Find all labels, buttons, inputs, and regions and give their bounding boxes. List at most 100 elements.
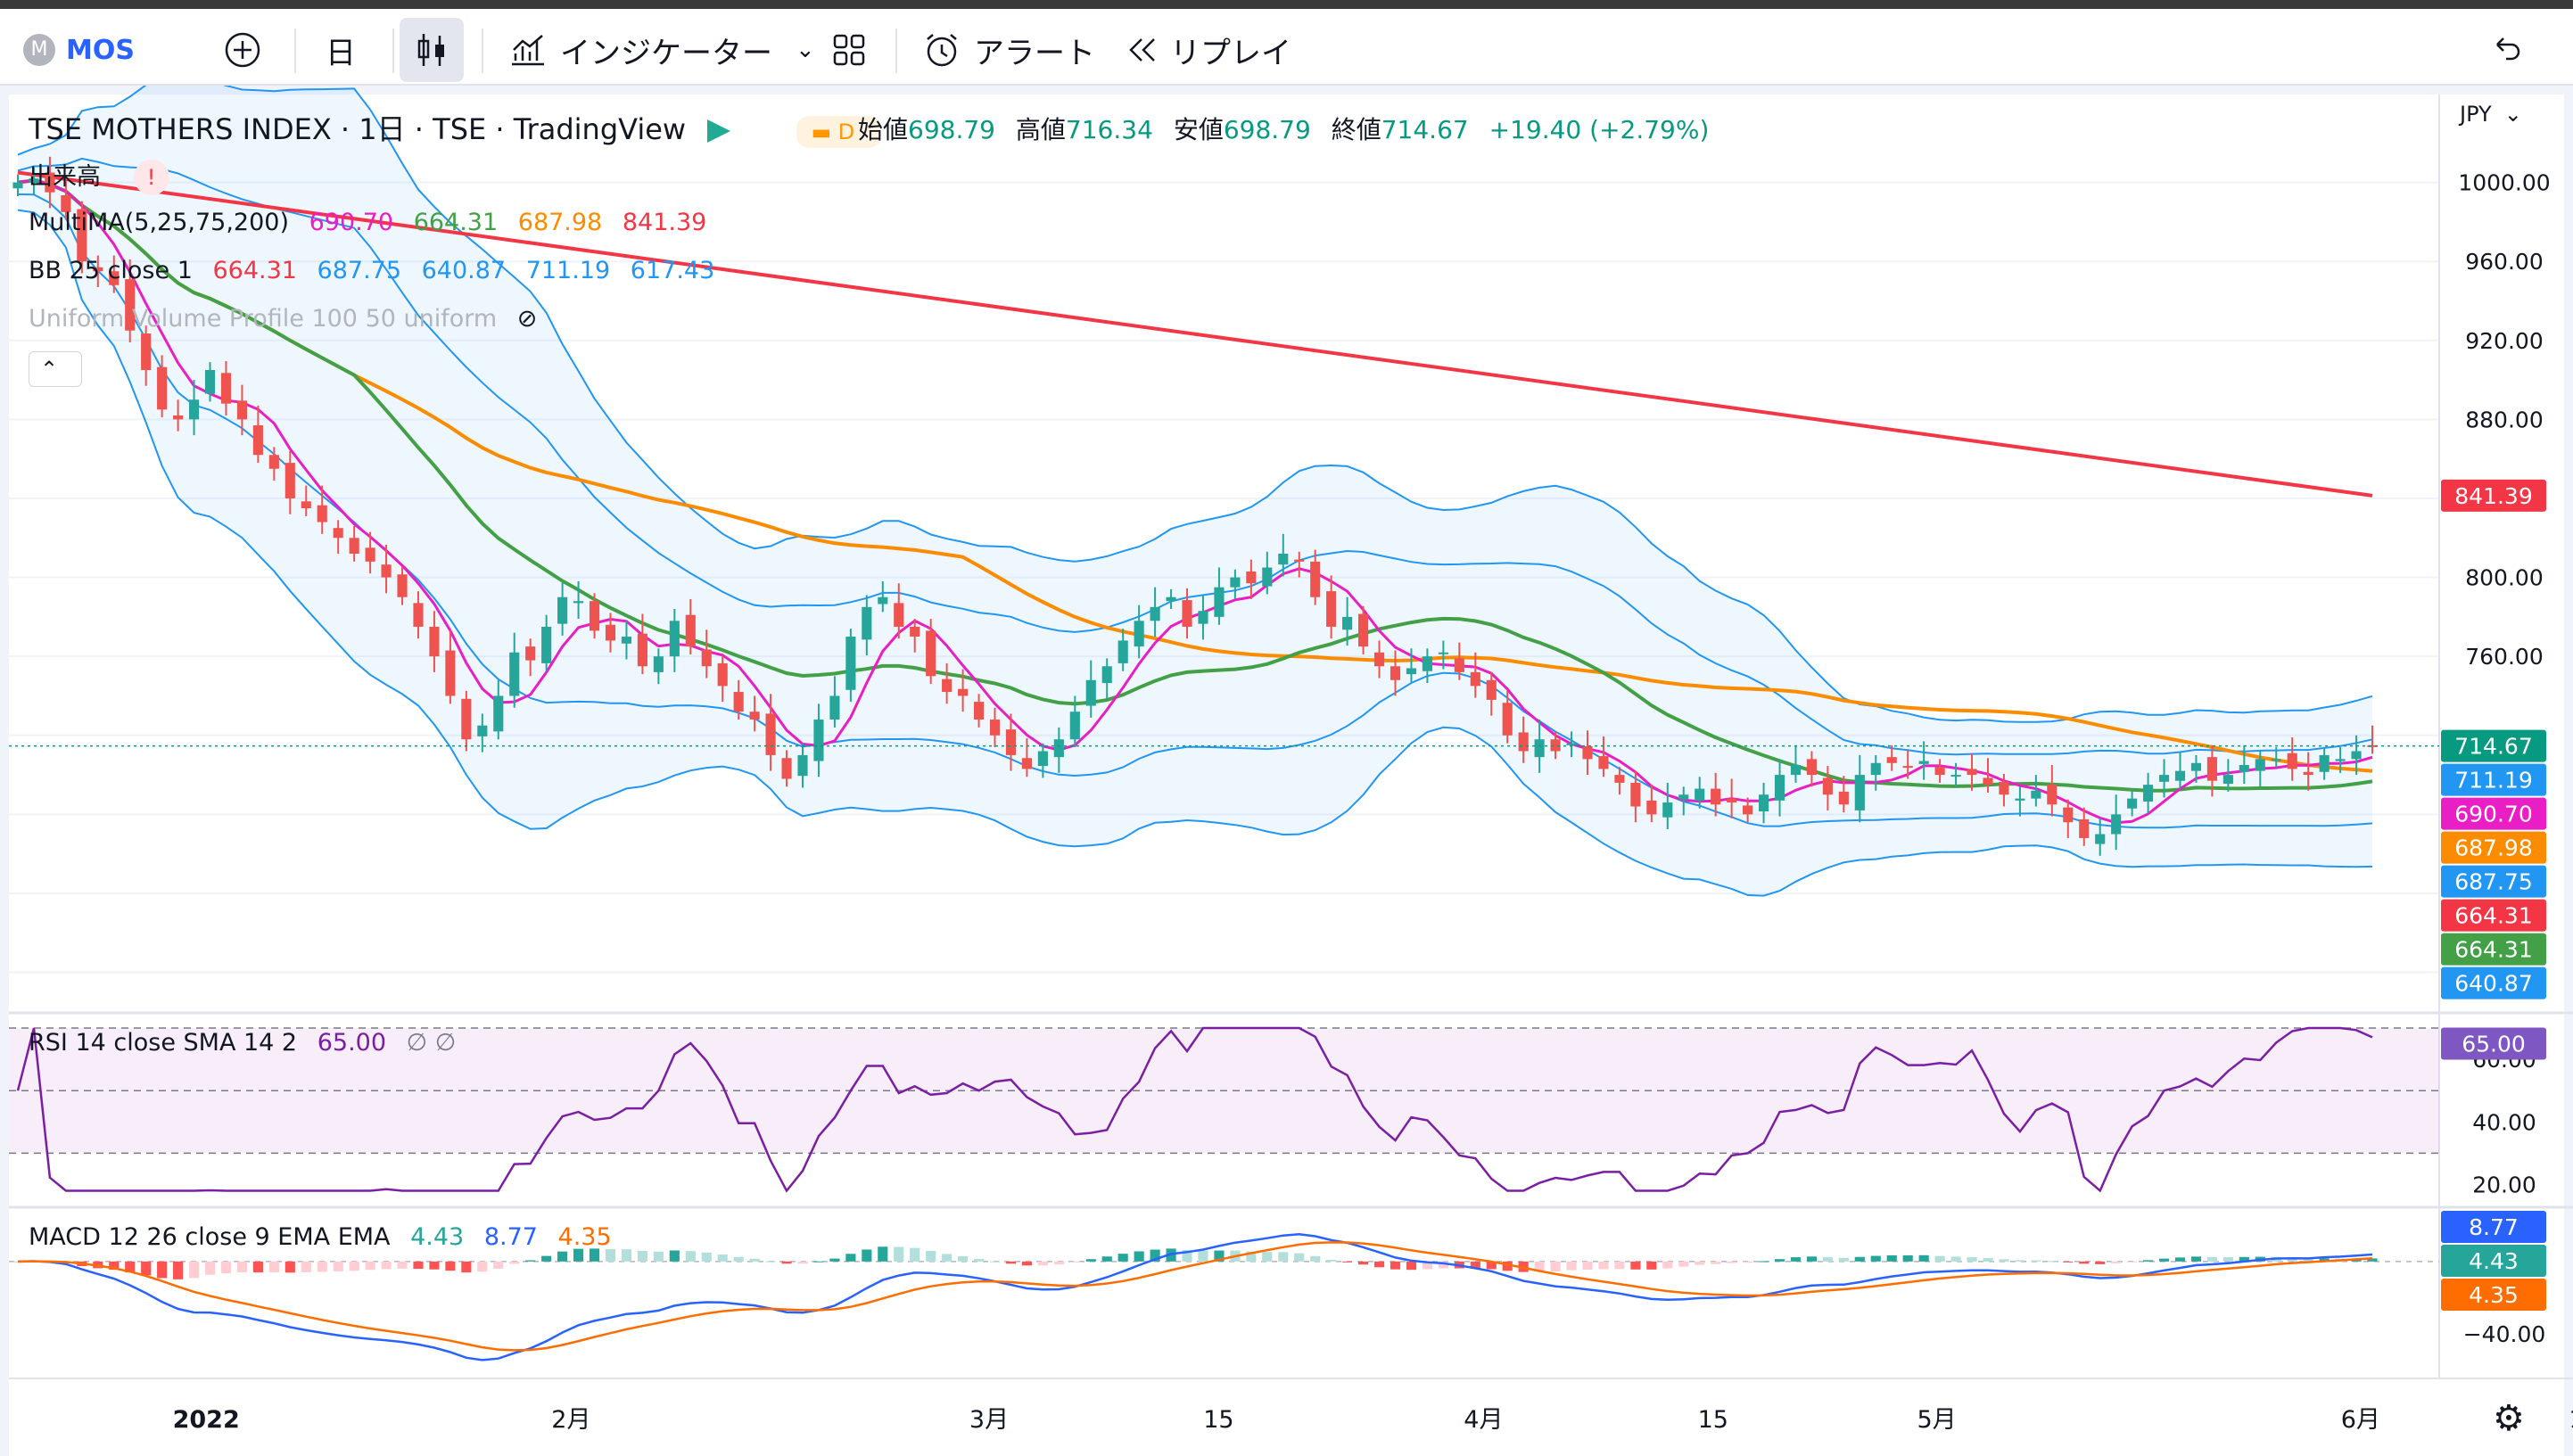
candle-body — [1614, 775, 1625, 783]
candle-body — [1918, 761, 1929, 764]
templates-button[interactable] — [831, 18, 867, 82]
alert-button[interactable]: アラート — [922, 18, 1095, 82]
replay-button[interactable]: リプレイ — [1126, 18, 1291, 82]
rsi-pane[interactable] — [9, 1026, 2439, 1193]
macd-histogram-bar — [1486, 1261, 1497, 1270]
volume-label: 出来高 — [29, 163, 101, 191]
macd-value-text: 4.35 — [2469, 1282, 2519, 1308]
macd-histogram-bar — [1021, 1261, 1032, 1266]
time-tick-label: 15 — [1698, 1406, 1728, 1434]
candle-body — [109, 271, 120, 285]
low-value: 698.79 — [1223, 115, 1311, 144]
price-label-text: 687.75 — [2454, 869, 2532, 895]
candle-body — [317, 505, 327, 522]
compare-add-button[interactable] — [223, 18, 262, 82]
chart-settings-button[interactable]: ⚙ — [2493, 1398, 2537, 1439]
macd-histogram-bar — [285, 1261, 295, 1273]
currency-selector[interactable]: JPY ⌄ — [2460, 102, 2535, 127]
candle-body — [93, 267, 103, 272]
symbol-search[interactable]: M MOS — [23, 18, 135, 82]
bb-label: BB 25 close 1 — [29, 257, 193, 284]
macd-histogram-bar — [413, 1261, 424, 1270]
macd-histogram-bar — [2143, 1260, 2154, 1262]
grid-icon — [833, 34, 865, 66]
candle-body — [268, 455, 279, 469]
macd-histogram-bar — [1743, 1261, 1753, 1263]
macd-histogram-bar — [958, 1255, 969, 1262]
rsi-label: RSI 14 close SMA 14 2 — [29, 1029, 298, 1057]
multima-legend[interactable]: MultiMA(5,25,75,200) 690.70 664.31 687.9… — [29, 209, 719, 236]
indicators-label: インジケーター — [560, 35, 772, 71]
candle-body — [77, 209, 87, 262]
bb-line — [17, 86, 2373, 723]
macd-histogram-bar — [653, 1251, 664, 1262]
candle-body — [1534, 739, 1545, 758]
toolbar-divider — [895, 29, 897, 73]
volume-profile-legend[interactable]: Uniform Volume Profile 100 50 uniform ⊘ — [29, 305, 549, 333]
macd-line — [17, 1233, 2373, 1361]
volume-legend[interactable]: 出来高 ! — [29, 157, 182, 195]
candle-body — [1166, 596, 1176, 602]
time-tick-label: 4月 — [1464, 1406, 1503, 1434]
undo-icon — [2496, 37, 2520, 61]
candle-body — [236, 400, 247, 420]
chart-type-button[interactable] — [400, 18, 464, 82]
macd-legend[interactable]: MACD 12 26 close 9 EMA EMA 4.43 8.77 4.3… — [29, 1223, 624, 1251]
collapse-legend-button[interactable]: ⌃ — [29, 351, 82, 387]
macd-histogram-bar — [173, 1261, 184, 1279]
candle-body — [1822, 777, 1833, 795]
price-label-box — [2441, 729, 2546, 762]
macd-histogram-bar — [1678, 1261, 1689, 1267]
macd-histogram-bar — [1711, 1261, 1721, 1264]
candle-body — [1999, 781, 2009, 795]
macd-histogram-bar — [2319, 1258, 2330, 1262]
macd-histogram-bar — [268, 1261, 279, 1272]
macd-histogram-bar — [12, 1261, 23, 1263]
macd-histogram-bar — [1550, 1261, 1561, 1271]
bb-legend[interactable]: BB 25 close 1 664.31 687.75 640.87 711.1… — [29, 257, 727, 284]
macd-histogram-bar — [2079, 1261, 2090, 1264]
replay-label: リプレイ — [1170, 35, 1291, 71]
macd-histogram-bar — [1502, 1261, 1513, 1271]
macd-histogram-bar — [2223, 1257, 2233, 1262]
bb-value: 640.87 — [421, 257, 507, 284]
candle-body — [1230, 577, 1241, 588]
chart-area[interactable]: 1000.00 960.00 920.00 880.00 800.00 760.00 60.… — [0, 86, 2573, 1456]
macd-histogram-bar — [1005, 1261, 1017, 1264]
candles[interactable] — [9, 156, 2439, 856]
symbol-logo-icon: M — [23, 34, 55, 66]
candle-body — [829, 695, 840, 720]
macd-histogram-bar — [1870, 1255, 1881, 1262]
candle-body — [573, 601, 584, 604]
price-chart[interactable]: 1000.00960.00920.00880.00800.00760.0060.… — [0, 86, 2573, 1456]
bb-value: 664.31 — [212, 257, 297, 284]
macd-histogram-bar — [1214, 1250, 1225, 1262]
price-label-box — [2441, 831, 2546, 864]
candle-body — [413, 603, 424, 627]
macd-signal-line — [17, 1241, 2373, 1352]
indicators-button[interactable]: インジケーター ⌄ — [508, 18, 815, 82]
macd-histogram-bar — [1534, 1261, 1545, 1272]
undo-button[interactable] — [2488, 18, 2524, 82]
candle-body — [541, 626, 552, 663]
interval-button[interactable]: 日 — [326, 18, 356, 82]
macd-pane[interactable] — [9, 1233, 2439, 1361]
symbol-label: MOS — [66, 34, 135, 66]
candle-body — [2351, 751, 2362, 760]
macd-histogram-bar — [1422, 1261, 1432, 1270]
price-label-box — [2441, 933, 2546, 966]
macd-histogram-bar — [1085, 1259, 1096, 1262]
interval-label: 日 — [326, 35, 356, 71]
candle-body — [1310, 561, 1321, 597]
macd-histogram-bar — [2303, 1258, 2313, 1262]
ma200-value: 841.39 — [622, 209, 707, 236]
candle-body — [2303, 771, 2313, 776]
rsi-legend[interactable]: RSI 14 close SMA 14 2 65.00 ∅ ∅ — [29, 1029, 468, 1057]
macd-histogram-bar — [1262, 1252, 1273, 1262]
macd-histogram-bar — [2127, 1261, 2138, 1263]
bb-line — [17, 157, 2373, 756]
candle-body — [797, 754, 808, 777]
macd-histogram-bar — [557, 1251, 568, 1262]
macd-signal-value: 4.35 — [557, 1223, 612, 1251]
candle-body — [1598, 756, 1609, 769]
